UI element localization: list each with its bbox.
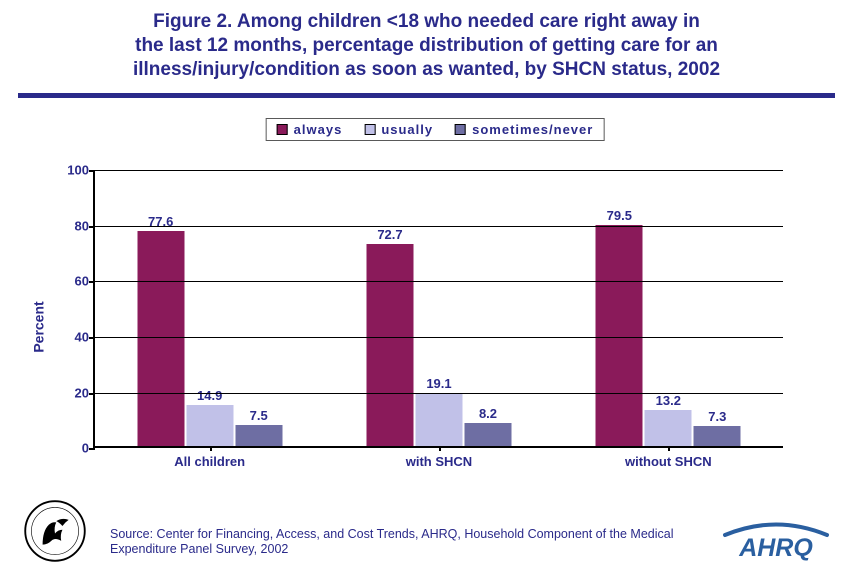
- legend-label-sometimes-never: sometimes/never: [472, 122, 593, 137]
- y-tick-label: 60: [75, 274, 89, 289]
- svg-text:AHRQ: AHRQ: [738, 534, 813, 562]
- bar-group: 79.513.27.3without SHCN: [554, 170, 783, 446]
- bar-fill: [694, 426, 741, 446]
- bar: 8.2: [464, 423, 511, 446]
- legend-label-always: always: [294, 122, 343, 137]
- legend-label-usually: usually: [381, 122, 433, 137]
- bar: 19.1: [415, 393, 462, 446]
- gridline: [95, 337, 783, 338]
- y-tick-mark: [89, 170, 95, 172]
- y-tick-label: 20: [75, 385, 89, 400]
- y-tick-label: 80: [75, 218, 89, 233]
- bars: 72.719.18.2: [366, 244, 511, 446]
- y-tick-mark: [89, 337, 95, 339]
- y-tick-mark: [89, 448, 95, 450]
- y-tick-mark: [89, 226, 95, 228]
- category-label: without SHCN: [625, 454, 712, 469]
- legend: always usually sometimes/never: [266, 118, 605, 141]
- bar-value-label: 13.2: [656, 393, 681, 408]
- title-line-3: illness/injury/condition as soon as want…: [40, 58, 813, 82]
- y-tick-mark: [89, 393, 95, 395]
- bar-value-label: 14.9: [197, 388, 222, 403]
- title-divider: [18, 93, 835, 98]
- legend-item-always: always: [277, 122, 343, 137]
- bar-group: 77.614.97.5All children: [95, 170, 324, 446]
- legend-swatch-sometimes-never: [455, 124, 466, 135]
- bar-value-label: 7.3: [708, 409, 726, 424]
- category-tick: [439, 446, 441, 451]
- bar-fill: [366, 244, 413, 446]
- gridline: [95, 393, 783, 394]
- chart-area: always usually sometimes/never Percent 7…: [55, 118, 815, 498]
- bar-fill: [464, 423, 511, 446]
- y-tick-label: 0: [82, 441, 89, 456]
- y-axis-label: Percent: [31, 302, 47, 353]
- bars: 79.513.27.3: [596, 225, 741, 446]
- bar: 7.3: [694, 426, 741, 446]
- bar-value-label: 8.2: [479, 406, 497, 421]
- bars: 77.614.97.5: [137, 231, 282, 447]
- category-label: All children: [174, 454, 245, 469]
- title-line-1: Figure 2. Among children <18 who needed …: [40, 10, 813, 34]
- bar: 13.2: [645, 410, 692, 447]
- legend-swatch-usually: [364, 124, 375, 135]
- bar-fill: [186, 405, 233, 446]
- bar-value-label: 72.7: [377, 227, 402, 242]
- category-tick: [210, 446, 212, 451]
- bar-fill: [137, 231, 184, 447]
- y-tick-mark: [89, 281, 95, 283]
- bar-value-label: 79.5: [607, 208, 632, 223]
- bar: 72.7: [366, 244, 413, 446]
- bar: 7.5: [235, 425, 282, 446]
- gridline: [95, 281, 783, 282]
- title-line-2: the last 12 months, percentage distribut…: [40, 34, 813, 58]
- bar-value-label: 19.1: [426, 376, 451, 391]
- gridline: [95, 226, 783, 227]
- bar-fill: [235, 425, 282, 446]
- legend-swatch-always: [277, 124, 288, 135]
- legend-item-usually: usually: [364, 122, 433, 137]
- bar-group: 72.719.18.2with SHCN: [324, 170, 553, 446]
- category-tick: [668, 446, 670, 451]
- figure-title: Figure 2. Among children <18 who needed …: [0, 0, 853, 89]
- bar-fill: [415, 393, 462, 446]
- plot-area: 77.614.97.5All children72.719.18.2with S…: [93, 170, 783, 448]
- y-tick-label: 100: [67, 163, 89, 178]
- category-label: with SHCN: [406, 454, 472, 469]
- bar: 77.6: [137, 231, 184, 447]
- ahrq-logo-icon: AHRQ: [721, 520, 831, 562]
- gridline: [95, 170, 783, 171]
- bar-fill: [645, 410, 692, 447]
- bar-fill: [596, 225, 643, 446]
- bar-value-label: 7.5: [250, 408, 268, 423]
- bar-groups: 77.614.97.5All children72.719.18.2with S…: [95, 170, 783, 446]
- bar: 79.5: [596, 225, 643, 446]
- y-tick-label: 40: [75, 330, 89, 345]
- hhs-seal-icon: [24, 500, 86, 562]
- legend-item-sometimes-never: sometimes/never: [455, 122, 593, 137]
- bar: 14.9: [186, 405, 233, 446]
- source-note: Source: Center for Financing, Access, an…: [110, 527, 713, 558]
